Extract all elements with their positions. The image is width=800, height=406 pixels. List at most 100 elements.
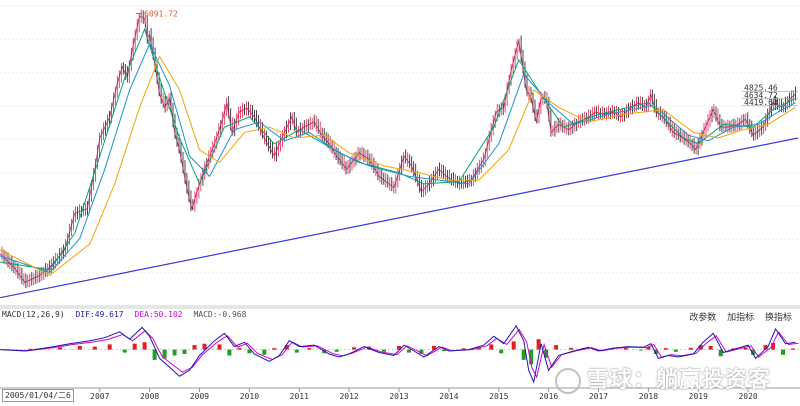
price-line bbox=[0, 15, 796, 283]
macd-histogram-bar bbox=[57, 347, 62, 350]
edit-params-button[interactable]: 改参数 bbox=[689, 313, 717, 323]
moving-average-line bbox=[0, 55, 796, 276]
macd-title: MACD(12,26,9) bbox=[2, 310, 65, 319]
macd-histogram-bar bbox=[441, 349, 446, 352]
macd-toolbar: 改参数 加指标 换指标 bbox=[681, 310, 792, 323]
macd-histogram-bar bbox=[382, 349, 386, 352]
macd-histogram-bar bbox=[673, 349, 678, 352]
macd-histogram-bar bbox=[419, 349, 424, 354]
annotation-label: 4825.46 bbox=[744, 84, 778, 93]
macd-histogram-bar bbox=[751, 349, 756, 355]
x-tick-label: 2015 bbox=[489, 392, 508, 401]
macd-histogram-bar bbox=[107, 344, 112, 350]
x-tick-label: 2009 bbox=[190, 392, 209, 401]
x-tick-label: 2018 bbox=[639, 392, 658, 401]
macd-histogram-bar bbox=[791, 348, 795, 350]
macd-histogram-bar bbox=[781, 349, 785, 355]
macd-histogram-bar bbox=[499, 349, 504, 354]
macd-histogram-bar bbox=[536, 339, 541, 350]
macd-histogram-bar bbox=[521, 349, 526, 360]
x-tick-label: 2012 bbox=[339, 392, 358, 401]
macd-histogram-bar bbox=[27, 348, 32, 350]
macd-histogram-bar bbox=[92, 346, 97, 350]
macd-histogram-bar bbox=[731, 348, 736, 350]
macd-histogram-bar bbox=[688, 347, 693, 350]
macd-histogram-bar bbox=[132, 343, 137, 350]
macd-histogram-bar bbox=[743, 347, 748, 350]
macd-histogram-bar bbox=[247, 349, 252, 354]
macd-histogram-bar bbox=[272, 348, 277, 350]
x-tick-label: 2017 bbox=[589, 392, 608, 401]
cursor-date: 2005/01/04/二 bbox=[5, 391, 66, 400]
macd-histogram-bar bbox=[162, 349, 167, 359]
moving-average-line bbox=[0, 42, 796, 274]
macd-dif-line bbox=[0, 324, 796, 384]
macd-dea-line bbox=[2, 328, 799, 379]
macd-histogram-bar bbox=[397, 345, 401, 350]
macd-histogram-bar bbox=[217, 344, 222, 350]
macd-histogram-bar bbox=[407, 349, 411, 353]
macd-histogram-bar bbox=[192, 345, 197, 350]
x-tick-label: 2016 bbox=[539, 392, 558, 401]
macd-histogram-bar bbox=[476, 347, 481, 350]
x-tick-label: 2008 bbox=[140, 392, 159, 401]
macd-histogram-bar bbox=[352, 347, 357, 350]
macd-legend: MACD(12,26,9) DIF:49.617 DEA:50.102 MACD… bbox=[2, 310, 252, 319]
macd-histogram-bar bbox=[227, 349, 232, 356]
annotation-label: 4634.72 bbox=[744, 91, 778, 100]
macd-histogram-bar bbox=[307, 348, 312, 350]
macd-histogram-bar bbox=[172, 349, 177, 356]
macd-histogram-bar bbox=[653, 349, 658, 354]
annotation-label: 4419.60 bbox=[744, 98, 778, 107]
macd-histogram-bar bbox=[698, 345, 703, 350]
x-tick-label: 2019 bbox=[689, 392, 708, 401]
macd-histogram-bar bbox=[763, 345, 768, 350]
moving-average-line bbox=[0, 27, 796, 271]
macd-histogram-bar bbox=[554, 345, 559, 350]
macd-histogram-bar bbox=[544, 349, 549, 358]
cursor-date-box: 2005/01/04/二6 bbox=[2, 389, 74, 402]
macd-histogram-bar bbox=[489, 344, 494, 350]
watermark: 雪球：躺赢投资客 bbox=[555, 362, 771, 394]
macd-histogram-bar bbox=[708, 345, 713, 350]
macd-histogram-bar bbox=[152, 349, 157, 360]
x-tick-label: 2013 bbox=[389, 392, 408, 401]
macd-histogram-bar bbox=[262, 349, 267, 355]
trendline bbox=[0, 137, 799, 299]
macd-histogram-bar bbox=[142, 342, 147, 350]
switch-indicator-button[interactable]: 换指标 bbox=[764, 313, 792, 323]
watermark-text: 雪球：躺赢投资客 bbox=[587, 368, 772, 393]
macd-histogram-bar bbox=[638, 349, 643, 351]
macd-histogram-bar bbox=[202, 343, 207, 350]
macd-histogram-bar bbox=[529, 349, 534, 365]
x-tick-label: 2007 bbox=[90, 392, 109, 401]
x-tick-label: 2010 bbox=[240, 392, 259, 401]
macd-histogram-bar bbox=[511, 341, 516, 350]
macd-histogram-bar bbox=[334, 349, 339, 352]
x-tick-label: 2020 bbox=[738, 392, 757, 401]
macd-histogram-bar bbox=[237, 348, 242, 350]
macd-histogram-bar bbox=[663, 348, 668, 350]
cursor-date-trailing: 6 bbox=[65, 391, 71, 400]
macd-histogram-bar bbox=[284, 345, 289, 350]
snowball-logo-icon bbox=[555, 368, 581, 394]
macd-value-label: MACD:-0.968 bbox=[193, 310, 247, 319]
macd-histogram-bar bbox=[623, 348, 628, 350]
macd-histogram-bar bbox=[646, 346, 651, 350]
x-tick-label: 2011 bbox=[290, 392, 309, 401]
macd-dif-label: DIF:49.617 bbox=[75, 310, 124, 319]
macd-histogram-bar bbox=[461, 348, 466, 350]
x-tick-label: 2014 bbox=[439, 392, 458, 401]
macd-dea-label: DEA:50.102 bbox=[134, 310, 183, 319]
macd-histogram-bar bbox=[122, 349, 127, 353]
macd-histogram-bar bbox=[294, 349, 299, 353]
macd-histogram-bar bbox=[569, 347, 574, 350]
macd-histogram-bar bbox=[182, 349, 187, 354]
macd-histogram-bar bbox=[431, 345, 436, 350]
macd-histogram-bar bbox=[718, 349, 723, 357]
macd-histogram-bar bbox=[77, 345, 82, 350]
macd-histogram-bar bbox=[771, 342, 776, 350]
add-indicator-button[interactable]: 加指标 bbox=[727, 313, 755, 323]
